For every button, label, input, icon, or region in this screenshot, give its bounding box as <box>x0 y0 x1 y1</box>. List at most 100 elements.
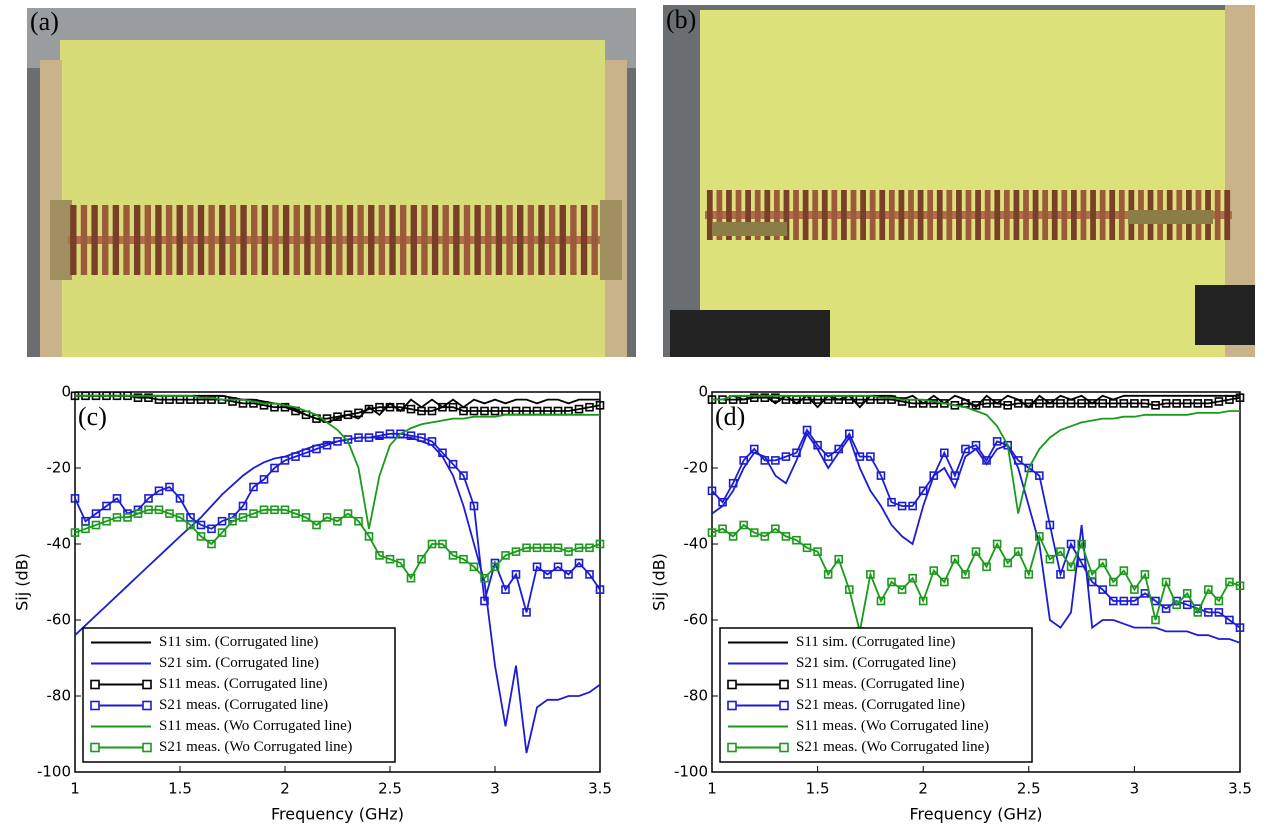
marker <box>1225 577 1234 587</box>
marker <box>1077 558 1086 568</box>
tooth <box>726 190 732 240</box>
legend-marker <box>90 742 100 753</box>
tooth <box>965 190 972 240</box>
marker <box>81 524 90 534</box>
legend-label: S11 meas. (Wo Corrugated line) <box>796 718 989 734</box>
marker <box>771 393 780 403</box>
y-tick-label: -60 <box>47 611 72 629</box>
marker <box>1024 570 1034 579</box>
legend-marker <box>90 700 100 711</box>
marker <box>291 509 300 518</box>
legend-label: S21 meas. (Wo Corrugated line) <box>796 739 989 755</box>
marker <box>1077 399 1086 408</box>
marker <box>343 410 353 420</box>
marker <box>501 585 510 594</box>
y-tick-label: -20 <box>684 459 709 477</box>
marker <box>1087 570 1097 579</box>
series-line <box>75 394 600 424</box>
tooth <box>293 205 300 275</box>
tooth <box>793 190 799 240</box>
marker <box>1214 608 1224 617</box>
marker <box>154 486 164 496</box>
marker <box>102 501 111 511</box>
legend-label: S11 meas. (Corrugated line) <box>796 676 965 692</box>
marker <box>929 566 939 575</box>
tooth <box>956 190 962 240</box>
marker <box>929 399 939 408</box>
tooth <box>304 205 311 275</box>
marker <box>564 547 573 556</box>
series-line <box>711 523 1241 632</box>
marker <box>469 501 479 511</box>
x-tick-label: 2.5 <box>1017 780 1041 798</box>
marker <box>1235 623 1245 632</box>
marker <box>217 528 227 537</box>
tooth <box>1013 190 1020 240</box>
marker <box>813 547 822 556</box>
marker <box>866 452 875 461</box>
y-tick-label: -40 <box>684 535 709 553</box>
marker <box>707 486 717 496</box>
marker <box>333 437 342 446</box>
marker <box>792 535 801 545</box>
legend-label: S21 meas. (Wo Corrugated line) <box>159 739 352 755</box>
tooth <box>144 205 151 275</box>
tooth <box>994 190 1001 240</box>
tooth <box>346 205 354 275</box>
marker <box>364 404 374 414</box>
marker <box>396 558 405 568</box>
marker <box>459 406 468 416</box>
marker <box>760 393 770 403</box>
tooth <box>517 205 524 275</box>
marker <box>876 596 886 606</box>
tooth <box>559 205 566 275</box>
series-line <box>74 432 601 613</box>
marker <box>1108 596 1118 606</box>
marker <box>866 570 875 579</box>
tooth <box>927 190 934 240</box>
tooth <box>463 205 471 275</box>
tooth <box>421 205 428 275</box>
marker <box>992 437 1002 446</box>
marker <box>448 402 458 412</box>
tooth <box>389 205 396 275</box>
marker <box>897 397 907 406</box>
marker <box>490 562 500 572</box>
marker <box>1161 577 1171 587</box>
marker <box>595 539 605 549</box>
marker <box>333 516 342 526</box>
strip <box>68 236 600 244</box>
marker <box>1130 585 1139 594</box>
marker <box>522 608 531 617</box>
marker <box>144 505 153 515</box>
marker <box>1035 399 1044 408</box>
marker <box>1161 604 1171 613</box>
photo-a: (a) <box>27 7 636 357</box>
tooth <box>1080 190 1087 240</box>
marker <box>1035 532 1044 541</box>
marker <box>249 509 258 518</box>
marker <box>249 482 258 492</box>
marker <box>739 520 748 530</box>
marker <box>982 562 991 572</box>
x-tick-label: 3.5 <box>1228 780 1252 798</box>
marker <box>364 433 374 442</box>
marker <box>992 539 1002 549</box>
legend-label: S11 sim. (Corrugated line) <box>796 634 955 650</box>
marker <box>165 482 174 492</box>
marker <box>887 395 896 404</box>
y-tick-label: -80 <box>47 687 72 705</box>
marker <box>781 532 791 541</box>
marker <box>543 543 552 553</box>
tooth <box>357 205 364 275</box>
marker <box>1087 399 1097 408</box>
marker <box>1140 570 1150 579</box>
marker <box>196 532 206 541</box>
marker <box>1035 471 1044 480</box>
marker <box>459 471 468 480</box>
marker <box>270 505 279 515</box>
tooth <box>506 205 513 275</box>
y-tick-label: -80 <box>684 687 709 705</box>
y-tick-label: -100 <box>674 763 708 781</box>
y-tick-label: -20 <box>47 459 72 477</box>
